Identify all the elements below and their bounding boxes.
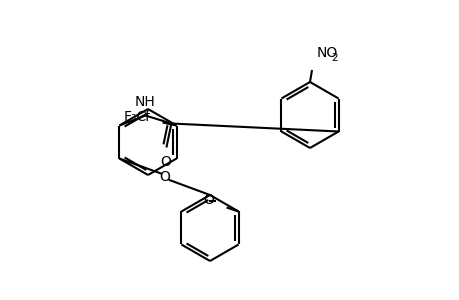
Text: O: O xyxy=(160,154,170,169)
Text: O: O xyxy=(203,193,214,206)
Text: f: f xyxy=(144,110,149,124)
Text: NO: NO xyxy=(316,46,337,60)
Text: F₃C: F₃C xyxy=(123,110,146,124)
Text: NH: NH xyxy=(135,94,156,109)
Text: O: O xyxy=(159,170,170,184)
Text: 2: 2 xyxy=(330,53,337,63)
